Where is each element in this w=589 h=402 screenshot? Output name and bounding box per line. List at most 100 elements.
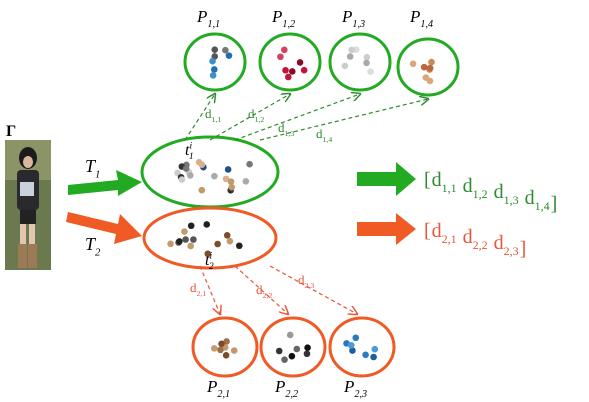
dot xyxy=(231,347,238,354)
cluster-label: ti1 xyxy=(185,141,194,162)
symbol-base: P xyxy=(343,377,354,396)
symbol-sub: 1,3 xyxy=(504,193,519,207)
dot xyxy=(423,74,430,81)
dot xyxy=(342,63,349,70)
distance-label: d2,2 xyxy=(256,282,272,300)
prototype-label: P2,2 xyxy=(274,377,298,400)
vector-item: d1,3 xyxy=(494,181,519,207)
symbol-base: P xyxy=(274,377,285,396)
dot xyxy=(276,348,283,355)
dot xyxy=(428,59,435,66)
distance-label: d1,2 xyxy=(248,106,264,124)
dot xyxy=(304,344,311,351)
symbol-sub: 1,3 xyxy=(285,129,295,138)
symbol-base: d xyxy=(463,226,473,248)
dot xyxy=(277,53,284,60)
dot xyxy=(167,240,174,247)
distance-link xyxy=(270,266,357,314)
dot xyxy=(427,65,434,72)
dot xyxy=(243,178,250,185)
prototype-circle xyxy=(261,318,325,376)
prototype-circle xyxy=(260,34,320,90)
symbol-sub: 1,2 xyxy=(282,19,295,30)
symbol-base: P xyxy=(409,7,420,26)
prototype-label: P1,4 xyxy=(409,7,433,30)
symbol-sub: 1,4 xyxy=(323,135,333,144)
symbol-base: P xyxy=(206,377,217,396)
symbol-sub: 1,2 xyxy=(473,187,488,201)
dot xyxy=(211,66,218,73)
prototype-circle xyxy=(330,318,394,376)
dot xyxy=(367,68,374,75)
dot xyxy=(236,242,243,249)
dot xyxy=(228,184,235,191)
symbol-base: P xyxy=(196,7,207,26)
dot xyxy=(210,72,217,79)
symbol-sub: 1,1 xyxy=(212,115,222,124)
dot xyxy=(362,352,369,359)
dot xyxy=(282,67,289,74)
symbol-sub: 2,3 xyxy=(504,244,519,258)
distance-label: d1,1 xyxy=(205,106,221,124)
symbol-sub: 1,2 xyxy=(255,115,265,124)
vector-item: d1,1 xyxy=(432,169,457,195)
cluster-label: ti2 xyxy=(205,251,214,272)
dot xyxy=(289,68,296,75)
distance-label: d2,1 xyxy=(190,280,206,298)
dot xyxy=(182,236,189,243)
dot xyxy=(304,350,311,357)
dot xyxy=(183,165,190,172)
symbol-sub: 2,2 xyxy=(285,389,298,400)
dot xyxy=(226,52,233,59)
arrow-vector xyxy=(357,213,416,245)
dot xyxy=(203,221,210,228)
dot xyxy=(301,67,308,74)
vector-item: d2,2 xyxy=(463,226,488,252)
dot xyxy=(281,47,288,54)
arrow-vector xyxy=(357,162,416,196)
symbol-sub: 2 xyxy=(209,261,214,272)
symbol-sub: 1,4 xyxy=(535,199,550,213)
dot xyxy=(190,236,197,243)
vector-item: d1,2 xyxy=(463,175,488,201)
symbol-sub: 1,4 xyxy=(420,19,433,30)
dot xyxy=(218,341,225,348)
dot xyxy=(363,60,370,67)
dot xyxy=(370,354,377,361)
dot xyxy=(287,332,294,339)
symbol-sub: 2,3 xyxy=(354,389,367,400)
distance-label: d1,4 xyxy=(316,126,332,144)
symbol-base: d xyxy=(463,175,473,197)
dot xyxy=(211,46,218,53)
dot xyxy=(225,166,232,173)
dot xyxy=(348,342,355,349)
symbol-sub: 1 xyxy=(189,151,194,162)
prototype-circle xyxy=(330,34,390,90)
dot xyxy=(196,159,203,166)
bracket: ] xyxy=(520,238,527,260)
symbol-sub: 2,1 xyxy=(217,389,230,400)
dot xyxy=(224,232,231,239)
symbol-sup: i xyxy=(189,141,192,152)
diagram: ΓT1ti1P1,1P1,2P1,3P1,4d1,1d1,2d1,3d1,4[d… xyxy=(0,0,589,402)
symbol-base: P xyxy=(341,7,352,26)
prototype-label: P1,2 xyxy=(271,7,295,30)
arrow-t1 xyxy=(68,170,142,196)
dot xyxy=(364,54,371,61)
prototype-label: P1,3 xyxy=(341,7,365,30)
dot xyxy=(371,346,378,353)
prototype-label: P2,3 xyxy=(343,377,367,400)
dot xyxy=(223,352,230,359)
distance-vector: [d2,1d2,2d2,3] xyxy=(424,220,526,260)
dot xyxy=(246,161,253,168)
dot xyxy=(228,178,235,185)
symbol-sub: 2 xyxy=(95,246,101,258)
prototype-label: P2,1 xyxy=(206,377,230,400)
dot xyxy=(227,238,234,245)
symbol-base: d xyxy=(494,232,504,254)
symbol-sub: 1,1 xyxy=(442,181,457,195)
bracket: ] xyxy=(551,193,558,215)
dot xyxy=(421,64,428,71)
dot xyxy=(294,346,301,353)
dot xyxy=(179,176,186,183)
